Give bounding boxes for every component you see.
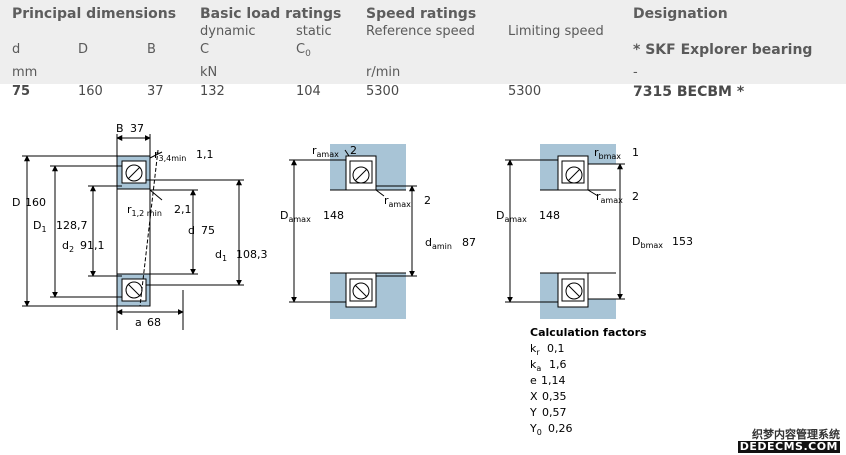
dim-d1-value: 108,3 (236, 248, 268, 261)
subheader-limiting-speed: Limiting speed (508, 24, 604, 39)
dim-D-value: 160 (25, 196, 46, 209)
calc-Y0-value: 0,26 (548, 422, 573, 435)
dim-d-label: d (188, 224, 195, 237)
header-principal-dimensions: Principal dimensions (12, 6, 177, 22)
dim-B-label: B (116, 122, 124, 135)
value-reference-speed: 5300 (366, 84, 400, 99)
dim-r34-value: 1,1 (196, 148, 214, 161)
calc-Y-label: Y (529, 406, 537, 419)
symbol-C0: C0 (296, 42, 311, 59)
subheader-static: static (296, 24, 332, 39)
calc-X-value: 0,35 (542, 390, 567, 403)
symbol-D: D (78, 42, 89, 57)
calc-title: Calculation factors (530, 326, 647, 339)
calc-kr-value: 0,1 (547, 342, 565, 355)
dim-D1-value: 128,7 (56, 219, 88, 232)
unit-dash: - (633, 65, 638, 80)
watermark: 织梦内容管理系统 DEDECMS.COM (737, 428, 840, 453)
dim-damin-label: damin (425, 236, 452, 251)
value-limiting-speed: 5300 (508, 84, 542, 99)
dim-ramax2-value: 2 (424, 194, 431, 207)
calc-e-label: e (530, 374, 537, 387)
header-designation: Designation (633, 6, 728, 22)
unit-mm: mm (12, 65, 38, 80)
dim-r34-label: r3,4min (154, 148, 186, 163)
value-C0: 104 (296, 84, 321, 99)
dim-D1-label: D1 (33, 219, 47, 234)
value-d: 75 (12, 84, 31, 99)
calculation-factors: Calculation factors kr 0,1 ka 1,6 e 1,14… (529, 326, 647, 437)
calc-e-value: 1,14 (541, 374, 566, 387)
dim-ramax3-value: 2 (632, 190, 639, 203)
dim-a-value: 68 (147, 316, 161, 329)
symbol-skf-explorer: * SKF Explorer bearing (633, 42, 813, 58)
dim-ramax2-label: ramax (384, 194, 411, 209)
abutment-drawing-shoulder (505, 144, 625, 319)
calc-X-label: X (530, 390, 538, 403)
bearing-dimension-drawing (22, 134, 244, 330)
watermark-line2: DEDECMS.COM (737, 440, 840, 453)
watermark-line1: 织梦内容管理系统 (752, 428, 840, 441)
header-band (0, 0, 846, 84)
dim-d2-value: 91,1 (80, 239, 105, 252)
dim-a-label: a (135, 316, 142, 329)
dim-ramax3-label: ramax (596, 190, 623, 205)
dim-Damax3-value: 148 (539, 209, 560, 222)
value-D: 160 (78, 84, 103, 99)
dim-d-value: 75 (201, 224, 215, 237)
dim-d1-label: d1 (215, 248, 227, 263)
dim-r12-label: r1,2 min (127, 203, 162, 218)
dim-B-value: 37 (130, 122, 144, 135)
symbol-d: d (12, 42, 21, 57)
calc-ka-value: 1,6 (549, 358, 567, 371)
dim-rbmax-value: 1 (632, 146, 639, 159)
dim-Dbmax-label: Dbmax (632, 235, 663, 250)
abutment-drawing-housing (289, 144, 417, 319)
header-basic-load-ratings: Basic load ratings (200, 6, 342, 22)
calc-kr-label: kr (530, 342, 540, 357)
unit-kn: kN (200, 65, 218, 80)
header-speed-ratings: Speed ratings (366, 6, 477, 22)
dim-d2-label: d2 (62, 239, 74, 254)
subheader-reference-speed: Reference speed (366, 24, 475, 39)
dim-r12-value: 2,1 (174, 203, 192, 216)
calc-Y0-label: Y0 (529, 422, 542, 437)
dim-ramax-label: ramax (312, 144, 339, 159)
dim-Damax3-label: Damax (496, 209, 527, 224)
value-C: 132 (200, 84, 225, 99)
dim-rbmax-label: rbmax (594, 146, 621, 161)
calc-ka-label: ka (530, 358, 541, 373)
symbol-C: C (200, 42, 210, 57)
dim-ramax-value: 2 (350, 144, 357, 157)
dim-damin-value: 87 (462, 236, 476, 249)
symbol-B: B (147, 42, 156, 57)
dim-Dbmax-value: 153 (672, 235, 693, 248)
subheader-dynamic: dynamic (200, 24, 256, 39)
dim-Damax-value: 148 (323, 209, 344, 222)
dim-D-label: D (12, 196, 20, 209)
calc-Y-value: 0,57 (542, 406, 567, 419)
value-designation: 7315 BECBM * (633, 84, 745, 100)
value-B: 37 (147, 84, 164, 99)
dim-Damax-label: Damax (280, 209, 311, 224)
unit-rmin: r/min (366, 65, 401, 80)
